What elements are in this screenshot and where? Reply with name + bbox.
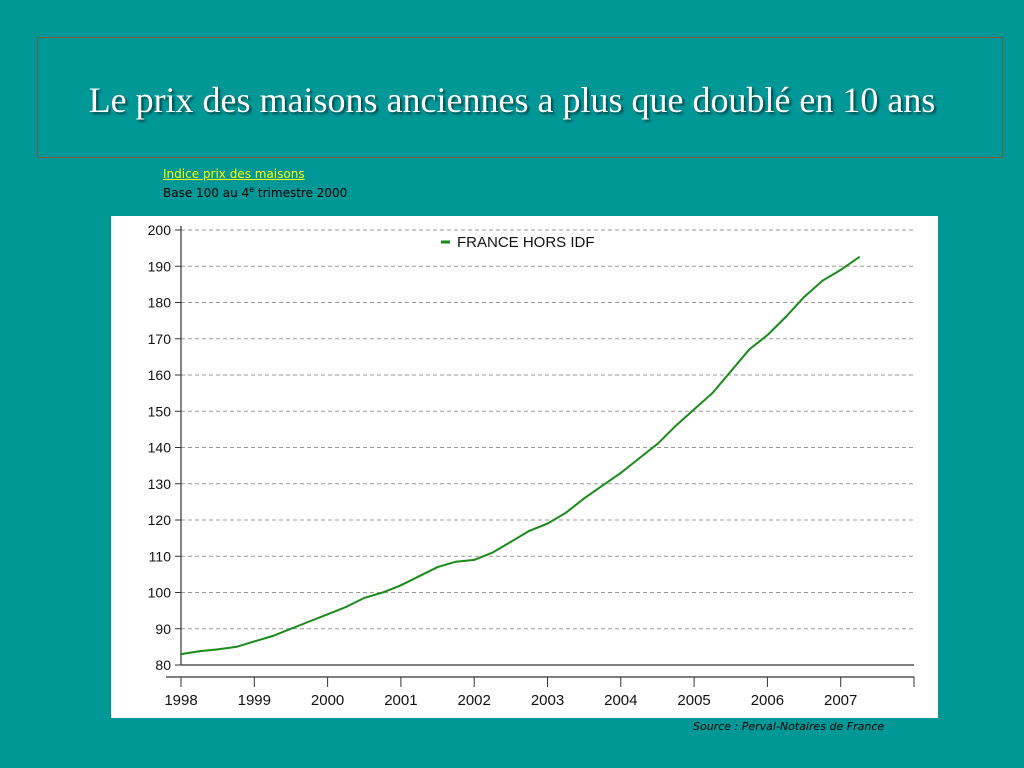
series-0-point-10 [363, 596, 366, 599]
series-0-point-32 [766, 334, 769, 337]
y-tick-label-140: 140 [148, 440, 172, 456]
y-tick-label-190: 190 [148, 258, 172, 274]
y-tick-label-80: 80 [155, 657, 171, 673]
x-tick-label-2005: 2005 [677, 692, 710, 709]
base-note: Base 100 au 4e trimestre 2000 [163, 185, 347, 200]
series-0-point-27 [674, 424, 677, 427]
y-tick-label-90: 90 [155, 621, 171, 637]
source-note: Source : Perval-Notaires de France [693, 720, 885, 733]
chart-panel: 80 90 100 110 120 130 140 150 160 170 180 190 200 199… [111, 216, 938, 718]
series-0-point-37 [858, 256, 860, 259]
series-0-point-28 [693, 408, 696, 411]
series-0-point-16 [473, 558, 476, 561]
series-0-point-26 [656, 442, 659, 445]
series-0-point-34 [803, 296, 805, 299]
base-note-text: Base 100 au 4 [163, 186, 250, 200]
y-tick-label-200: 200 [148, 222, 172, 238]
x-tick-label-2000: 2000 [311, 692, 344, 709]
series-0-point-13 [418, 575, 421, 578]
series-0-point-25 [638, 457, 641, 460]
series-0-point-21 [564, 511, 567, 514]
legend-label-0: FRANCE HORS IDF [457, 234, 595, 251]
series-0-point-9 [344, 606, 347, 608]
series-0-point-17 [491, 551, 494, 554]
y-tick-label-170: 170 [148, 331, 172, 347]
series-0-point-2 [216, 648, 219, 651]
x-tick-label-2007: 2007 [824, 692, 857, 709]
base-note-rest: trimestre 2000 [254, 186, 348, 200]
x-tick-label-2002: 2002 [458, 692, 491, 709]
series-0-point-3 [235, 645, 237, 648]
series-0-point-23 [601, 484, 604, 487]
price-index-chart: 80 90 100 110 120 130 140 150 160 170 180 190 200 199… [148, 222, 915, 709]
x-tick-label-1998: 1998 [164, 692, 197, 709]
title-frame [37, 37, 1003, 158]
base-note-sup: e [249, 185, 255, 194]
series-0-point-5 [271, 635, 274, 637]
series-0-point-18 [509, 540, 512, 543]
x-tick-label-2006: 2006 [751, 692, 784, 709]
series-0-point-4 [253, 640, 256, 643]
series-0-point-7 [308, 620, 311, 623]
series-0-point-20 [546, 522, 549, 525]
series-0-point-22 [583, 497, 586, 500]
series-0-point-30 [729, 370, 732, 373]
series-0-point-8 [326, 613, 329, 616]
x-tick-label-1999: 1999 [238, 692, 271, 709]
series-0-point-19 [528, 529, 531, 532]
y-tick-label-100: 100 [148, 585, 172, 601]
series-0-point-31 [748, 348, 751, 351]
series-0-point-6 [289, 627, 292, 630]
series-0-point-33 [784, 316, 787, 318]
series-0-point-12 [399, 584, 402, 587]
y-tick-label-130: 130 [148, 476, 172, 492]
y-tick-label-150: 150 [148, 403, 172, 419]
series-0-point-11 [381, 591, 384, 594]
series-0-point-0 [180, 653, 182, 656]
series-line-0 [180, 256, 860, 656]
x-tick-label-2003: 2003 [531, 692, 564, 709]
series-0-point-35 [821, 279, 824, 282]
slide-title: Le prix des maisons anciennes a plus que… [88, 80, 936, 120]
y-tick-label-160: 160 [148, 367, 172, 383]
x-tick-label-2001: 2001 [384, 692, 417, 709]
series-0-point-1 [198, 650, 201, 653]
y-tick-label-120: 120 [148, 512, 172, 528]
series-0-point-15 [454, 560, 457, 563]
index-link[interactable]: Indice prix des maisons [163, 167, 305, 181]
series-0-point-36 [839, 268, 842, 271]
series-0-point-14 [436, 566, 439, 569]
series-0-point-24 [619, 471, 622, 474]
series-0-point-29 [711, 392, 714, 395]
y-tick-label-180: 180 [148, 295, 172, 311]
y-tick-label-110: 110 [149, 548, 172, 564]
x-tick-label-2004: 2004 [604, 692, 637, 709]
